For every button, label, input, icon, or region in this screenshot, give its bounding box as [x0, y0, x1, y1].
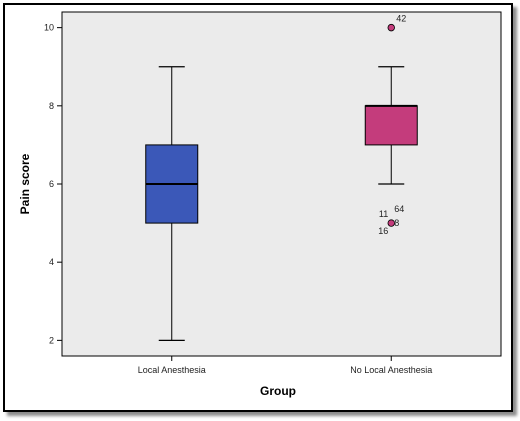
plot-area	[61, 11, 502, 357]
x-tick-label: No Local Anesthesia	[350, 365, 432, 375]
outlier-label: 16	[378, 226, 388, 236]
box-iqr	[364, 105, 418, 146]
box-group	[145, 66, 199, 341]
y-tick-label: 8	[49, 101, 54, 111]
boxes: 42 11 64 8 16	[145, 14, 418, 341]
outlier-point	[387, 23, 395, 32]
x-tick-label: Local Anesthesia	[138, 365, 206, 375]
y-axis-title: Pain score	[18, 153, 32, 214]
y-tick-label: 6	[49, 179, 54, 189]
y-tick-label: 10	[44, 23, 54, 33]
outlier-point	[387, 219, 395, 227]
x-axis: Local Anesthesia No Local Anesthesia	[138, 356, 432, 375]
y-axis: 2 4 6 8 10	[44, 23, 62, 345]
outlier-label: 42	[396, 14, 406, 24]
outlier-label: 11	[379, 209, 388, 219]
y-tick-label: 2	[49, 335, 54, 345]
outlier-label: 8	[394, 218, 399, 228]
y-tick-label: 4	[49, 257, 54, 267]
box-group: 42 11 64 8 16	[364, 14, 418, 236]
x-axis-title: Group	[260, 384, 296, 398]
outlier-label: 64	[394, 204, 404, 214]
